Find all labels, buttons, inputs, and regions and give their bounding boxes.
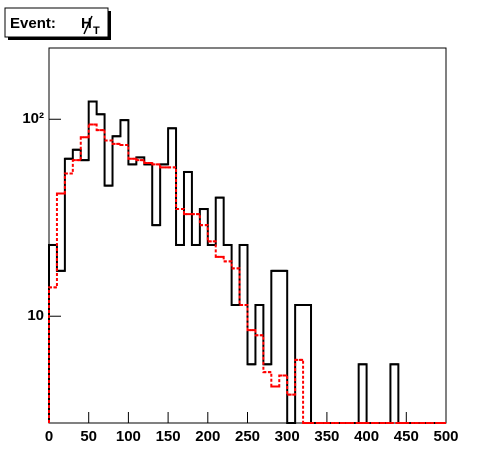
x-tick-label: 500	[433, 428, 458, 445]
x-tick-label: 0	[45, 428, 53, 445]
title-slash	[83, 15, 93, 35]
chart-title: Event:	[10, 15, 56, 32]
title-symbol: H	[81, 15, 92, 32]
x-tick-label: 350	[314, 428, 339, 445]
x-tick-label: 200	[195, 428, 220, 445]
histogram-outline	[48, 123, 446, 424]
title-subscript: T	[93, 25, 100, 37]
x-tick-label: 300	[275, 428, 300, 445]
y-tick-label: 10²	[22, 110, 44, 127]
x-tick-label: 50	[80, 428, 97, 445]
title-box	[4, 7, 109, 38]
x-tick-label: 100	[116, 428, 141, 445]
y-tick-label: 10	[27, 307, 44, 324]
x-tick-label: 250	[235, 428, 260, 445]
x-tick-label: 400	[354, 428, 379, 445]
x-tick-label: 450	[394, 428, 419, 445]
x-tick-label: 150	[156, 428, 181, 445]
